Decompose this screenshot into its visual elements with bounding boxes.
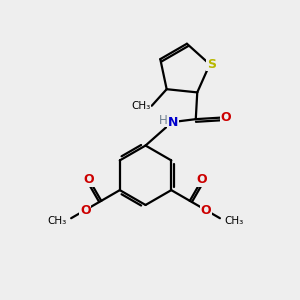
Text: CH₃: CH₃: [47, 216, 67, 226]
Text: O: O: [84, 173, 94, 186]
Text: O: O: [80, 203, 91, 217]
Text: N: N: [168, 116, 178, 129]
Text: S: S: [207, 58, 216, 71]
Text: CH₃: CH₃: [131, 101, 150, 111]
Text: O: O: [200, 203, 211, 217]
Text: CH₃: CH₃: [224, 216, 244, 226]
Text: H: H: [159, 113, 168, 127]
Text: O: O: [220, 111, 231, 124]
Text: O: O: [197, 173, 207, 186]
